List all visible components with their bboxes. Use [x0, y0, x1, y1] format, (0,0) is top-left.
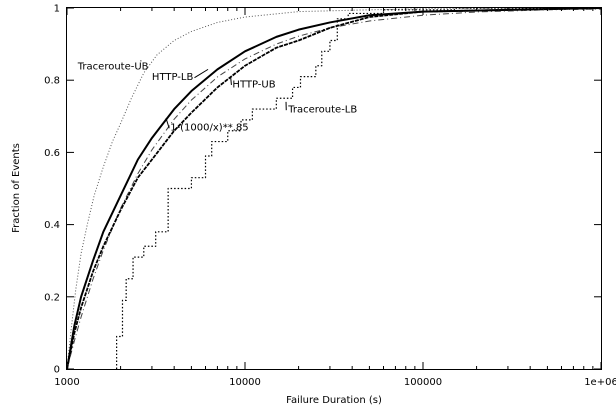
y-axis: 0 0.2 0.4 0.6 0.8 1	[44, 4, 601, 376]
series-line-traceroute-lb	[116, 7, 601, 369]
x-axis-label: Failure Duration (s)	[286, 395, 382, 406]
series-line-http-lb	[66, 7, 602, 370]
x-tick-label: 100000	[404, 377, 442, 388]
series-layer	[66, 7, 602, 370]
series-label: Traceroute-LB	[287, 105, 357, 116]
y-tick-label: 0.4	[44, 220, 60, 231]
plot-frame	[66, 7, 602, 370]
label-leader-line	[194, 68, 209, 79]
series-line-http-ub	[66, 7, 602, 370]
x-axis: 1000 10000 100000 1e+06	[54, 8, 616, 388]
x-tick-label: 10000	[229, 377, 261, 388]
label-leader-line	[230, 76, 232, 85]
y-tick-label: 0	[54, 365, 60, 376]
label-leader-line	[165, 117, 170, 129]
y-tick-label: 0.2	[44, 292, 60, 303]
y-tick-label: 1	[54, 4, 60, 15]
y-tick-label: 0.6	[44, 148, 60, 159]
x-tick-label: 1e+06	[584, 377, 616, 388]
series-label: Traceroute-UB	[77, 61, 149, 72]
y-tick-label: 0.8	[44, 76, 60, 87]
series-line-traceroute-ub	[66, 7, 602, 370]
y-axis-label: Fraction of Events	[11, 143, 22, 233]
series-label: HTTP-LB	[152, 72, 194, 83]
x-tick-label: 1000	[54, 377, 79, 388]
series-label: 1-(1000/x)**.85	[170, 123, 248, 134]
series-label: HTTP-UB	[232, 79, 275, 90]
series-line-1-1000-x-85	[66, 8, 602, 370]
